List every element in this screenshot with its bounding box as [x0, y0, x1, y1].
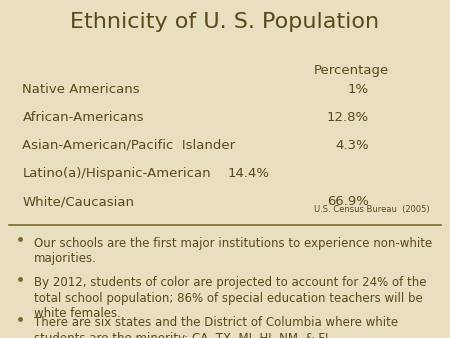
Text: 66.9%: 66.9%	[327, 195, 369, 208]
Text: 1%: 1%	[348, 83, 369, 96]
Text: White/Caucasian: White/Caucasian	[22, 195, 135, 208]
Text: 12.8%: 12.8%	[327, 111, 369, 124]
Text: African-Americans: African-Americans	[22, 111, 144, 124]
Text: Native Americans: Native Americans	[22, 83, 140, 96]
Text: By 2012, students of color are projected to account for 24% of the
total school : By 2012, students of color are projected…	[34, 276, 426, 320]
Text: 4.3%: 4.3%	[335, 139, 369, 152]
Text: Percentage: Percentage	[313, 64, 389, 77]
Text: U.S. Census Bureau  (2005): U.S. Census Bureau (2005)	[314, 205, 430, 214]
Text: 14.4%: 14.4%	[228, 167, 270, 180]
Text: Asian-American/Pacific  Islander: Asian-American/Pacific Islander	[22, 139, 236, 152]
Text: Ethnicity of U. S. Population: Ethnicity of U. S. Population	[71, 12, 379, 32]
Text: Our schools are the first major institutions to experience non-white
majorities.: Our schools are the first major institut…	[34, 237, 432, 265]
Text: There are six states and the District of Columbia where white
students are the m: There are six states and the District of…	[34, 316, 398, 338]
Text: Latino(a)/Hispanic-American: Latino(a)/Hispanic-American	[22, 167, 211, 180]
